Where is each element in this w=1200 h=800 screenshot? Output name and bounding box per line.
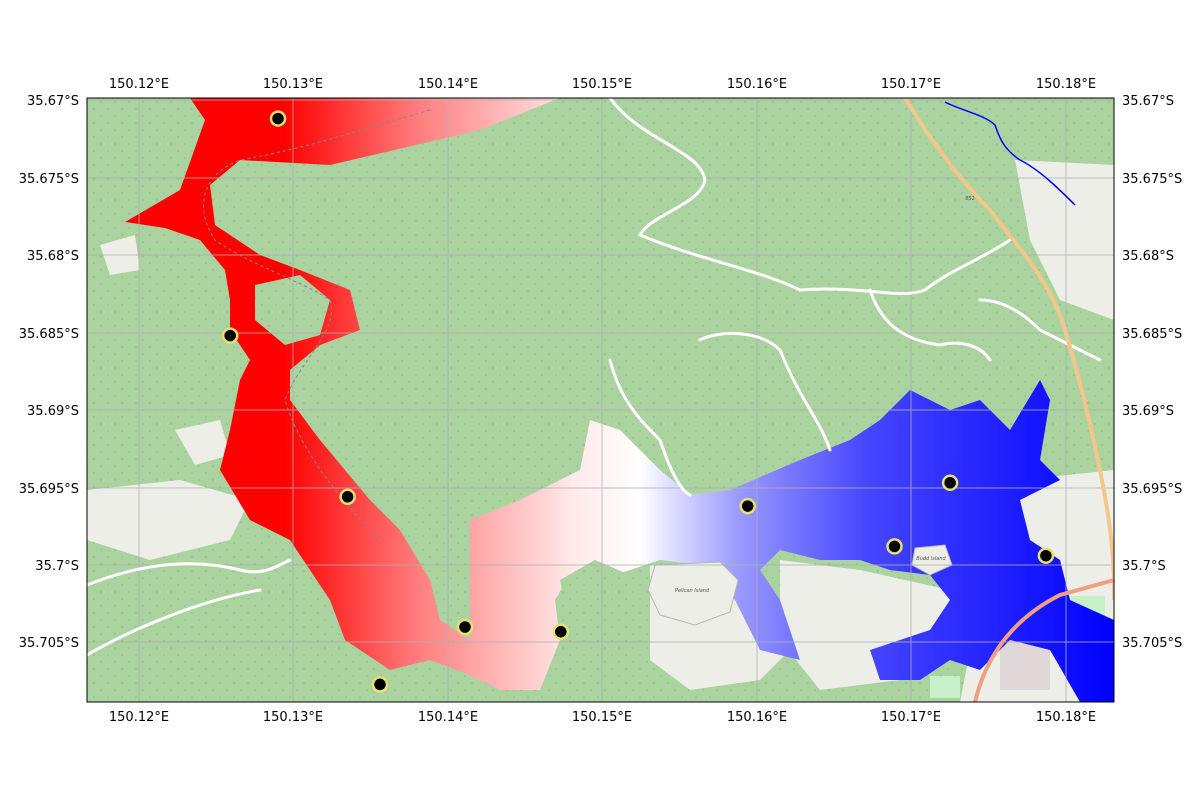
y-tick-label: 35.69°S [27,404,79,419]
highway [903,98,1114,600]
x-tick-label: 150.17°E [881,710,941,725]
station-marker [339,488,356,506]
channel-line [203,109,431,541]
station-marker [371,676,389,693]
budd-island [911,544,953,576]
station-marker [221,327,239,344]
road-852-label: 852 [965,196,975,202]
y-tick-label: 35.69°S [1122,404,1174,419]
map-canvas: Pelican Island Budd Island 852 [87,98,1114,702]
x-tick-label: 150.14°E [418,710,478,725]
y-axis-right: 35.67°S 35.675°S 35.68°S 35.685°S 35.69°… [1122,94,1182,651]
highway-bridge [973,578,1114,702]
station-marker [269,110,287,127]
stations-layer [221,110,1055,693]
x-tick-label: 150.16°E [727,77,787,92]
y-tick-label: 35.68°S [1122,249,1174,264]
urban-area [87,480,250,560]
y-tick-label: 35.675°S [1122,172,1182,187]
creek [944,101,1076,206]
x-tick-label: 150.15°E [572,710,632,725]
y-tick-label: 35.695°S [19,482,79,497]
station-marker [739,497,756,515]
pelican-island-label: Pelican Island [675,588,710,594]
x-tick-label: 150.15°E [572,77,632,92]
urban-area [1015,160,1114,320]
park-block [930,676,960,698]
gridlines [87,98,1114,702]
x-tick-label: 150.12°E [109,77,169,92]
station-marker [941,474,959,492]
y-tick-label: 35.7°S [35,559,79,574]
x-tick-label: 150.16°E [727,710,787,725]
x-tick-label: 150.18°E [1036,77,1096,92]
x-axis-bottom: 150.12°E 150.13°E 150.14°E 150.15°E 150.… [109,710,1096,725]
x-tick-label: 150.17°E [881,77,941,92]
x-tick-label: 150.13°E [263,710,323,725]
roads [87,98,1102,657]
x-axis-top: 150.12°E 150.13°E 150.14°E 150.15°E 150.… [109,77,1096,92]
y-tick-label: 35.68°S [27,249,79,264]
y-tick-label: 35.67°S [27,94,79,109]
x-tick-label: 150.12°E [109,710,169,725]
y-tick-label: 35.705°S [19,636,79,651]
x-tick-label: 150.13°E [263,77,323,92]
y-tick-label: 35.685°S [19,327,79,342]
y-tick-label: 35.685°S [1122,327,1182,342]
estuary-water [125,98,1114,702]
station-marker [1037,547,1055,564]
urban-area [175,420,230,465]
y-tick-label: 35.695°S [1122,482,1182,497]
station-marker [886,538,903,555]
y-axis-left: 35.67°S 35.675°S 35.68°S 35.685°S 35.69°… [19,94,79,651]
budd-island-label: Budd Island [916,556,946,562]
y-tick-label: 35.675°S [19,172,79,187]
y-tick-label: 35.7°S [1122,559,1166,574]
x-tick-label: 150.18°E [1036,710,1096,725]
point-landmass [560,560,640,640]
x-tick-label: 150.14°E [418,77,478,92]
plot-frame [86,97,1115,703]
station-marker [456,618,474,636]
station-marker [552,623,570,640]
y-tick-label: 35.67°S [1122,94,1174,109]
y-tick-label: 35.705°S [1122,636,1182,651]
